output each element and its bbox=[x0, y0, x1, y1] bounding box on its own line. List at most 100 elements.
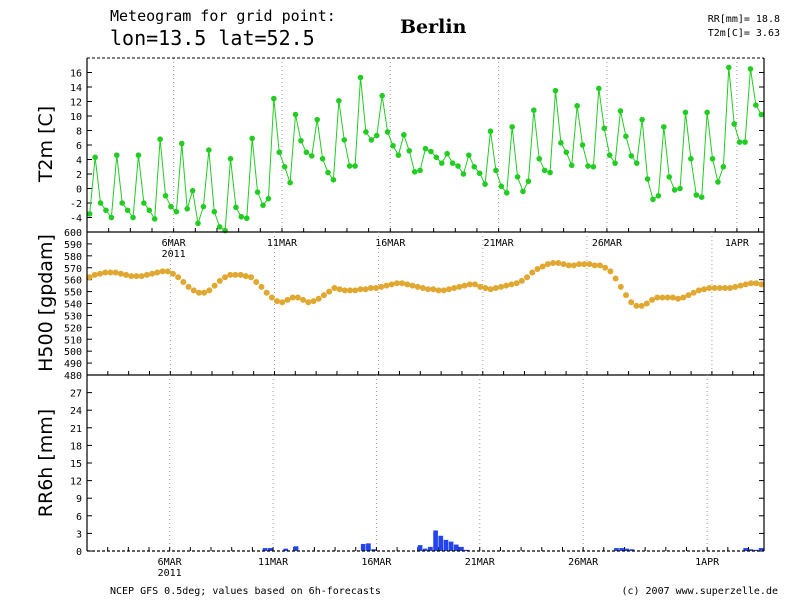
t2m-point bbox=[254, 189, 261, 195]
h500-point bbox=[576, 261, 583, 268]
h500-point bbox=[539, 263, 546, 270]
y-tick-label: 27 bbox=[70, 389, 82, 400]
t2m-point bbox=[720, 163, 727, 170]
h500-point bbox=[451, 285, 458, 292]
h500-point bbox=[294, 294, 301, 301]
h500-point bbox=[315, 295, 322, 302]
h500-point bbox=[227, 271, 234, 278]
h500-point bbox=[591, 262, 598, 269]
h500-point bbox=[367, 285, 374, 292]
t2m-point bbox=[606, 152, 613, 158]
h500-point bbox=[274, 298, 281, 305]
y-tick-label: 6 bbox=[76, 141, 82, 152]
t2m-point bbox=[86, 211, 93, 217]
t2m-point bbox=[693, 192, 700, 198]
x-tick-label: 16MAR bbox=[361, 557, 392, 568]
t2m-point bbox=[211, 208, 218, 215]
rr6h-bar bbox=[448, 541, 454, 551]
h500-point bbox=[404, 281, 411, 288]
h500-point bbox=[279, 299, 286, 306]
t2m-point bbox=[579, 142, 586, 148]
h500-point bbox=[742, 281, 749, 288]
t2m-point bbox=[438, 160, 445, 166]
t2m-point bbox=[758, 111, 765, 118]
t2m-point bbox=[715, 179, 721, 185]
y-tick-label: 580 bbox=[64, 252, 82, 263]
rr6h-bar bbox=[267, 548, 273, 551]
h500-point bbox=[529, 269, 536, 276]
h500-point bbox=[128, 273, 135, 280]
h500-point bbox=[461, 282, 468, 289]
h500-point bbox=[430, 286, 437, 293]
t2m-point bbox=[141, 200, 147, 206]
t2m-point bbox=[590, 163, 597, 170]
h500-point bbox=[190, 287, 197, 294]
h500-point bbox=[91, 271, 98, 278]
rr6h-bar bbox=[262, 548, 268, 551]
h500-point bbox=[602, 264, 609, 271]
h500-point bbox=[263, 289, 270, 296]
h500-point bbox=[320, 292, 327, 299]
y-tick-label: 530 bbox=[64, 311, 82, 322]
h500-point bbox=[445, 286, 452, 293]
t2m-axis-label: T2m [C] bbox=[35, 106, 57, 183]
h500-point bbox=[284, 296, 291, 303]
t2m-point bbox=[92, 154, 98, 161]
y-tick-label: 560 bbox=[64, 276, 82, 287]
t2m-point bbox=[379, 92, 385, 99]
h500-point bbox=[675, 295, 682, 302]
t2m-point bbox=[216, 224, 223, 230]
t2m-point bbox=[623, 133, 629, 140]
h500-point bbox=[727, 285, 734, 292]
h500-point bbox=[747, 280, 754, 287]
h500-point bbox=[570, 262, 577, 269]
h500-point bbox=[607, 268, 614, 275]
h500-axis-label: H500 [gpdam] bbox=[35, 234, 57, 372]
t2m-point bbox=[633, 160, 640, 166]
t2m-point bbox=[682, 109, 689, 116]
t2m-point bbox=[287, 179, 293, 186]
h500-point bbox=[596, 262, 603, 269]
t2m-point bbox=[547, 169, 553, 176]
t2m-point bbox=[677, 185, 683, 192]
t2m-point bbox=[731, 121, 738, 127]
t2m-point bbox=[173, 208, 180, 215]
h500-point bbox=[305, 299, 312, 306]
h500-point bbox=[143, 271, 150, 278]
t2m-point bbox=[698, 194, 705, 200]
rr-summary: RR[mm]= 18.8 bbox=[708, 14, 780, 25]
h500-point bbox=[659, 294, 666, 301]
h500-point bbox=[326, 288, 333, 295]
rr6h-bar bbox=[293, 546, 299, 551]
t2m-point bbox=[260, 202, 266, 208]
t2m-point bbox=[541, 167, 548, 174]
rr6h-bar bbox=[464, 549, 469, 551]
h500-point bbox=[97, 270, 104, 277]
t2m-point bbox=[449, 160, 456, 166]
t2m-point bbox=[411, 169, 418, 175]
rr6h-bar bbox=[360, 543, 366, 551]
h500-point bbox=[222, 274, 229, 281]
t2m-point bbox=[417, 167, 423, 174]
h500-point bbox=[685, 292, 692, 299]
t2m-point bbox=[498, 183, 505, 190]
t2m-point bbox=[455, 163, 461, 169]
t2m-point bbox=[433, 154, 440, 161]
t2m-point bbox=[178, 140, 185, 147]
t2m-summary: T2m[C]= 3.63 bbox=[708, 28, 780, 39]
t2m-point bbox=[314, 116, 320, 123]
h500-point bbox=[534, 265, 541, 272]
h500-point bbox=[310, 298, 317, 305]
h500-point bbox=[617, 283, 624, 290]
x-tick-label: 26MAR bbox=[568, 557, 599, 568]
y-tick-label: 9 bbox=[76, 494, 82, 505]
t2m-point bbox=[108, 214, 115, 221]
rr6h-bar bbox=[366, 543, 371, 551]
h500-point bbox=[357, 286, 364, 293]
h500-point bbox=[164, 268, 171, 275]
h500-point bbox=[487, 286, 494, 293]
t2m-point bbox=[655, 192, 662, 199]
h500-point bbox=[201, 289, 208, 296]
t2m-point bbox=[574, 103, 580, 109]
